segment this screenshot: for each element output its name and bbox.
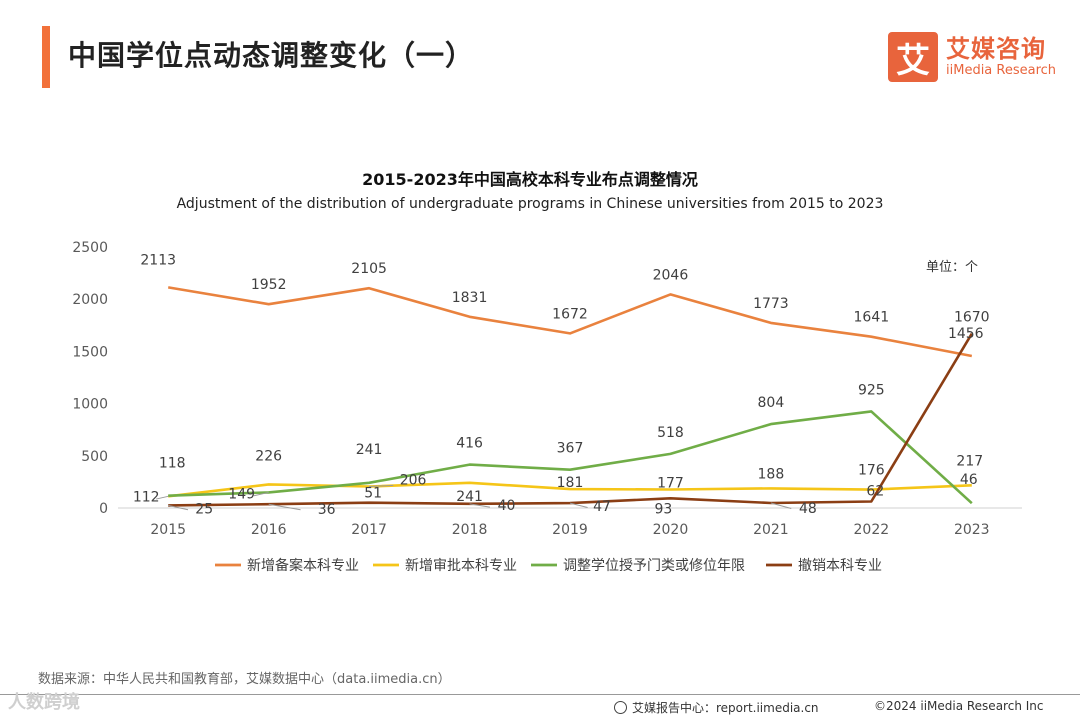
data-label: 36 xyxy=(318,502,336,518)
series-line-3 xyxy=(168,410,973,505)
data-label: 1952 xyxy=(251,277,287,293)
brand-mark-icon: 艾 xyxy=(888,32,938,82)
y-tick-label: 1500 xyxy=(72,344,108,360)
y-tick-label: 1000 xyxy=(72,397,108,413)
legend-label: 调整学位授予门类或修位年限 xyxy=(563,558,745,574)
data-label: 1641 xyxy=(854,310,890,326)
footer-divider xyxy=(0,694,1080,695)
title-accent-bar xyxy=(42,26,50,88)
data-label: 241 xyxy=(456,489,483,505)
data-label: 177 xyxy=(657,476,684,492)
label-leader-line xyxy=(268,503,301,511)
data-label: 149 xyxy=(228,486,255,502)
data-label: 206 xyxy=(400,472,427,488)
watermark: 人数跨境 xyxy=(8,692,80,713)
y-tick-label: 0 xyxy=(99,501,108,517)
data-label: 416 xyxy=(456,436,483,452)
brand-name-cn: 艾媒咨询 xyxy=(946,35,1046,63)
y-tick-label: 500 xyxy=(81,449,108,465)
series-line-1 xyxy=(167,286,973,358)
data-label: 40 xyxy=(498,498,516,514)
data-label: 112 xyxy=(133,489,160,505)
unit-label: 单位：个 xyxy=(926,260,978,275)
data-label: 46 xyxy=(960,472,978,488)
x-tick-label: 2020 xyxy=(653,522,689,538)
legend-label: 撤销本科专业 xyxy=(798,558,882,574)
label-leader-line xyxy=(569,502,588,508)
data-label: 51 xyxy=(364,486,382,502)
legend-label: 新增审批本科专业 xyxy=(405,558,517,574)
globe-icon xyxy=(614,701,627,714)
label-leader-line xyxy=(469,503,490,508)
x-tick-label: 2015 xyxy=(150,522,186,538)
report-center-link[interactable]: 艾媒报告中心：report.iimedia.cn xyxy=(614,699,819,716)
legend-label: 新增备案本科专业 xyxy=(247,557,359,574)
x-tick-label: 2023 xyxy=(954,522,990,538)
chart-title: 2015-2023年中国高校本科专业布点调整情况 xyxy=(362,170,698,189)
data-label: 217 xyxy=(956,453,983,469)
x-tick-label: 2017 xyxy=(351,522,387,538)
x-tick-label: 2021 xyxy=(753,522,789,538)
label-leader-line xyxy=(770,502,792,509)
data-label: 118 xyxy=(159,456,186,472)
data-label: 2046 xyxy=(653,267,689,283)
data-label: 925 xyxy=(858,382,885,398)
x-tick-label: 2022 xyxy=(854,522,890,538)
data-label: 804 xyxy=(758,395,785,411)
data-label: 181 xyxy=(557,475,584,491)
x-tick-label: 2016 xyxy=(251,522,287,538)
data-label: 1831 xyxy=(452,290,488,306)
data-label: 48 xyxy=(799,501,817,517)
report-center-text: 艾媒报告中心：report.iimedia.cn xyxy=(632,701,819,715)
data-label: 518 xyxy=(657,425,684,441)
data-label: 1773 xyxy=(753,296,789,312)
data-label: 62 xyxy=(866,484,884,500)
brand-logo[interactable]: 艾 艾媒咨询 iiMedia Research xyxy=(888,30,1056,84)
data-label: 241 xyxy=(356,442,383,458)
data-label: 176 xyxy=(858,463,885,479)
data-label: 1672 xyxy=(552,306,588,322)
chart-subtitle: Adjustment of the distribution of underg… xyxy=(176,196,884,212)
y-tick-label: 2500 xyxy=(72,240,108,256)
data-label: 2113 xyxy=(140,252,176,268)
label-leader-line xyxy=(369,484,394,487)
label-leader-line xyxy=(156,495,169,500)
data-source: 数据来源：中华人民共和国教育部，艾媒数据中心（data.iimedia.cn） xyxy=(38,672,451,687)
data-label: 2105 xyxy=(351,261,387,277)
series-line-2 xyxy=(168,481,972,498)
x-tick-label: 2019 xyxy=(552,522,588,538)
data-label: 226 xyxy=(255,448,282,464)
page-title: 中国学位点动态调整变化（一） xyxy=(68,39,475,72)
data-label: 1456 xyxy=(948,326,984,342)
data-label: 93 xyxy=(655,501,673,517)
data-label: 1670 xyxy=(954,310,990,326)
data-label: 367 xyxy=(557,441,584,457)
data-label: 188 xyxy=(758,466,785,482)
copyright: ©2024 iiMedia Research Inc xyxy=(874,699,1044,713)
data-label: 47 xyxy=(593,499,611,515)
label-leader-line xyxy=(168,504,189,511)
data-label: 25 xyxy=(195,501,213,517)
brand-name-en: iiMedia Research xyxy=(946,63,1057,78)
label-leader-line xyxy=(253,491,269,497)
x-tick-label: 2018 xyxy=(452,522,488,538)
y-tick-label: 2000 xyxy=(72,292,108,308)
